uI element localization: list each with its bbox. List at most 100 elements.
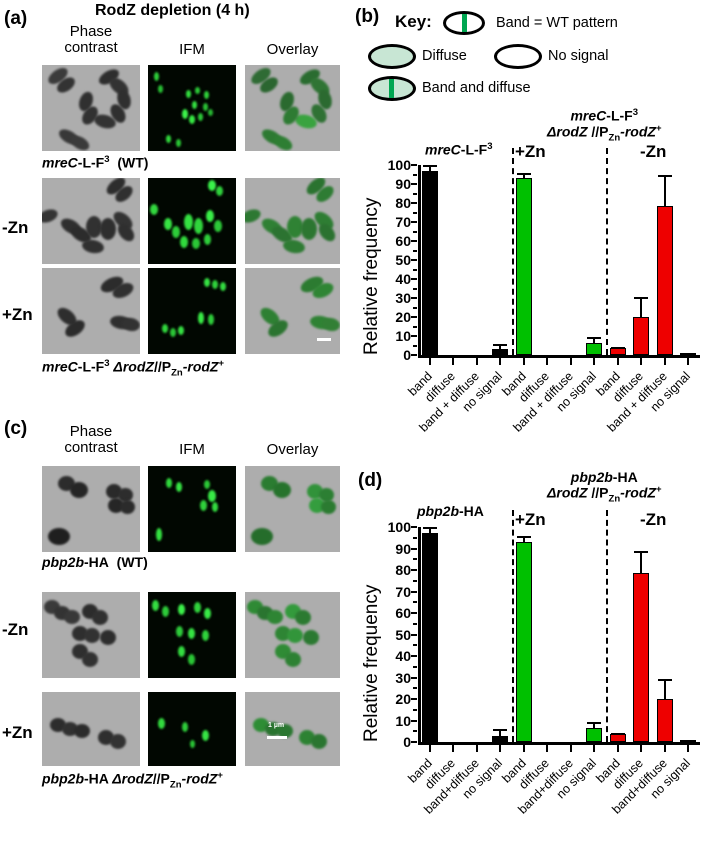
y-tick bbox=[411, 240, 417, 242]
bar bbox=[421, 533, 438, 742]
x-tick bbox=[663, 358, 666, 365]
micrograph-a-wt-phase bbox=[42, 65, 140, 151]
y-tick bbox=[411, 698, 417, 700]
micrograph-a-wt-ifm bbox=[148, 65, 236, 151]
caption-promoter: //P bbox=[152, 770, 170, 787]
error-bar-cap bbox=[516, 535, 531, 538]
x-tick bbox=[569, 358, 572, 365]
y-tick-label: 100 bbox=[387, 157, 411, 173]
panel-c-letter: (c) bbox=[4, 418, 28, 439]
x-tick bbox=[687, 358, 690, 365]
key-symbol-diffuse bbox=[368, 44, 416, 69]
error-bar bbox=[640, 297, 643, 317]
y-tick bbox=[411, 164, 417, 166]
error-bar bbox=[593, 336, 596, 343]
panel-b-letter: (b) bbox=[355, 6, 380, 27]
y-tick-label: 30 bbox=[395, 290, 411, 306]
key-symbol-band-and-diffuse bbox=[368, 76, 416, 101]
group-divider bbox=[512, 510, 514, 742]
chart-condition-label-minus-zn: -Zn bbox=[640, 510, 667, 529]
bar bbox=[586, 728, 603, 742]
panel-c-row-label-plus-zn: +Zn bbox=[2, 723, 33, 742]
caption-rest: -HA bbox=[84, 770, 109, 787]
error-bar bbox=[428, 527, 431, 534]
bar bbox=[492, 349, 509, 355]
x-tick bbox=[663, 745, 666, 752]
micrograph-a-minuszn-ifm bbox=[148, 178, 236, 264]
x-tick bbox=[593, 358, 596, 365]
y-tick-label: 60 bbox=[395, 605, 411, 621]
chart-condition-label-plus-zn: +Zn bbox=[515, 142, 546, 161]
y-tick bbox=[411, 259, 417, 261]
error-bar-cap bbox=[422, 165, 437, 167]
caption-delta-rodz: ΔrodZ bbox=[112, 770, 153, 787]
micrograph-a-pluszn-phase bbox=[42, 268, 140, 354]
y-tick-minor bbox=[413, 687, 417, 690]
key-label-diffuse: Diffuse bbox=[422, 48, 467, 64]
error-bar bbox=[499, 343, 502, 350]
chart-group-title-mutant: mreC-L-F3 ΔrodZ //PZn-rodZ+ bbox=[547, 107, 662, 144]
y-tick-label: 50 bbox=[395, 626, 411, 643]
y-tick-minor bbox=[413, 730, 417, 733]
key-word: Key: bbox=[395, 12, 432, 31]
bar bbox=[656, 205, 673, 355]
scale-bar-c bbox=[267, 736, 287, 739]
panel-a-row-label-minus-zn: -Zn bbox=[2, 218, 29, 237]
y-tick bbox=[411, 183, 417, 185]
y-tick bbox=[411, 278, 417, 280]
caption-gene: mreC bbox=[42, 358, 78, 375]
x-tick bbox=[475, 745, 478, 752]
error-bar-cap bbox=[610, 732, 625, 735]
y-axis-line bbox=[418, 527, 421, 742]
y-tick-label: 10 bbox=[395, 328, 411, 344]
error-bar-cap bbox=[587, 336, 602, 339]
panel-c-caption-wt: pbp2b-HA (WT) bbox=[42, 554, 148, 570]
x-tick bbox=[593, 745, 596, 752]
chart-condition-label-plus-zn: +Zn bbox=[515, 510, 546, 529]
caption-plus: + bbox=[217, 770, 223, 781]
y-tick bbox=[411, 633, 417, 636]
micrograph-a-pluszn-overlay bbox=[245, 268, 340, 354]
y-tick-label: 20 bbox=[395, 309, 411, 325]
group-divider bbox=[606, 510, 608, 742]
x-tick bbox=[616, 358, 619, 365]
column-header-ifm: IFM bbox=[179, 41, 205, 58]
y-tick-minor bbox=[413, 211, 417, 214]
error-bar bbox=[640, 550, 643, 574]
y-tick-label: 90 bbox=[395, 176, 411, 192]
bar bbox=[421, 170, 438, 355]
y-tick-minor bbox=[413, 325, 417, 328]
panel-d-letter: (d) bbox=[358, 470, 383, 491]
panel-a-caption-wt: mreC-L-F3 (WT) bbox=[42, 154, 148, 171]
y-tick-minor bbox=[413, 536, 417, 539]
bar bbox=[680, 739, 697, 742]
micrograph-c-minuszn-phase bbox=[42, 592, 140, 678]
column-header-phase-contrast: Phase contrast bbox=[42, 24, 140, 56]
error-bar bbox=[593, 721, 596, 728]
caption-promoter-sub: Zn bbox=[171, 367, 183, 379]
x-tick bbox=[428, 358, 431, 365]
error-bar-cap bbox=[587, 721, 602, 724]
column-header-overlay-c: Overlay bbox=[266, 441, 319, 458]
y-tick-label: 0 bbox=[403, 734, 411, 750]
chart-group-title-wt: pbp2b-HA bbox=[417, 503, 484, 519]
y-tick-label: 70 bbox=[395, 583, 411, 600]
y-tick bbox=[411, 655, 417, 657]
y-tick bbox=[411, 335, 417, 337]
x-tick bbox=[546, 358, 549, 365]
error-bar-cap bbox=[516, 172, 531, 175]
micrograph-c-pluszn-ifm bbox=[148, 692, 236, 766]
bar bbox=[492, 735, 509, 742]
y-tick-minor bbox=[413, 268, 417, 271]
chart-group-title-wt: mreC-L-F3 bbox=[425, 141, 493, 158]
y-tick-minor bbox=[413, 173, 417, 176]
caption-delta-rodz: ΔrodZ bbox=[113, 358, 154, 375]
y-tick-label: 40 bbox=[395, 648, 411, 664]
micrograph-c-minuszn-overlay bbox=[245, 592, 340, 678]
y-tick-label: 90 bbox=[395, 540, 411, 557]
caption-rest: -HA bbox=[84, 554, 109, 570]
key-label-band-and-diffuse: Band and diffuse bbox=[422, 80, 531, 96]
micrograph-c-pluszn-phase bbox=[42, 692, 140, 766]
error-bar bbox=[663, 678, 666, 699]
caption-promoter-sub: Zn bbox=[169, 779, 182, 791]
